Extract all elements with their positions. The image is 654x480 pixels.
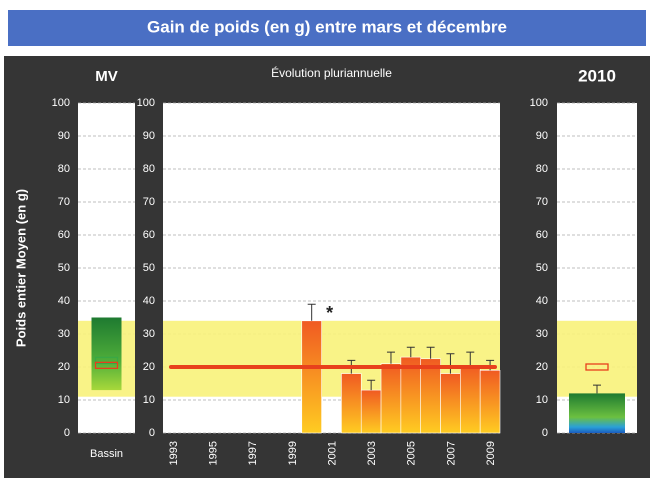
reference-band [557,320,637,397]
y-tick-label: 0 [64,427,70,439]
x-tick-label: 1997 [247,441,259,465]
y-tick-label: 100 [137,97,155,109]
page-title: Gain de poids (en g) entre mars et décem… [147,17,507,36]
panel-title: MV [95,68,118,85]
bar [301,320,322,434]
y-tick-label: 20 [536,361,548,373]
y-tick-label: 50 [58,262,70,274]
y-tick-label: 60 [143,229,155,241]
y-tick-label: 70 [58,196,70,208]
title-bar [8,10,646,46]
y-tick-label: 100 [52,97,70,109]
y-tick-label: 20 [143,361,155,373]
error-bar [466,351,475,366]
bar [420,358,441,434]
error-bar [446,353,455,374]
y-tick-label: 50 [536,262,548,274]
error-bar [367,379,376,391]
marker [94,356,119,365]
y-tick-label: 40 [58,295,70,307]
y-tick-label: 20 [58,361,70,373]
y-tick-label: 70 [536,196,548,208]
y-axis-label: Poids entier Moyen (en g) [13,189,28,347]
y-tick-label: 40 [536,295,548,307]
y-tick-label: 80 [536,163,548,175]
x-tick-label: 2005 [406,441,418,465]
bar [440,373,461,434]
error-bar [406,346,415,358]
y-tick-label: 10 [58,394,70,406]
y-tick-label: 90 [143,130,155,142]
x-tick-label: 1995 [207,441,219,465]
y-tick-label: 30 [58,328,70,340]
bar [360,389,382,434]
x-tick-label: 2009 [485,441,497,465]
y-tick-label: 90 [58,130,70,142]
x-tick-label: Bassin [90,448,123,460]
y-tick-label: 50 [143,262,155,274]
y-tick-label: 100 [530,97,548,109]
y-tick-label: 60 [536,229,548,241]
bar [479,369,501,434]
y-tick-label: 80 [143,163,155,175]
bar [569,393,625,433]
y-tick-label: 40 [143,295,155,307]
bar [380,363,402,434]
error-bar [307,303,316,321]
marker [585,363,609,371]
panel-title: Évolution pluriannuelle [271,65,392,80]
error-bar [426,346,435,359]
x-tick-label: 1999 [287,441,299,465]
y-tick-label: 0 [542,427,548,439]
error-bar [593,384,601,394]
y-tick-label: 0 [149,427,155,439]
marker [94,361,119,370]
x-tick-label: 2003 [366,441,378,465]
x-tick-label: 2007 [445,441,457,465]
bar [341,373,362,434]
y-tick-label: 60 [58,229,70,241]
x-tick-label: 1993 [168,441,180,465]
y-tick-label: 30 [143,328,155,340]
y-tick-label: 90 [536,130,548,142]
y-tick-label: 10 [143,394,155,406]
y-tick-label: 80 [58,163,70,175]
range-box [91,317,122,391]
y-tick-label: 30 [536,328,548,340]
error-bar [386,351,395,364]
annotation: * [326,303,333,323]
x-tick-label: 2001 [326,441,338,465]
y-tick-label: 70 [143,196,155,208]
bar [460,365,481,434]
panel-title: 2010 [578,66,616,85]
y-tick-label: 10 [536,394,548,406]
